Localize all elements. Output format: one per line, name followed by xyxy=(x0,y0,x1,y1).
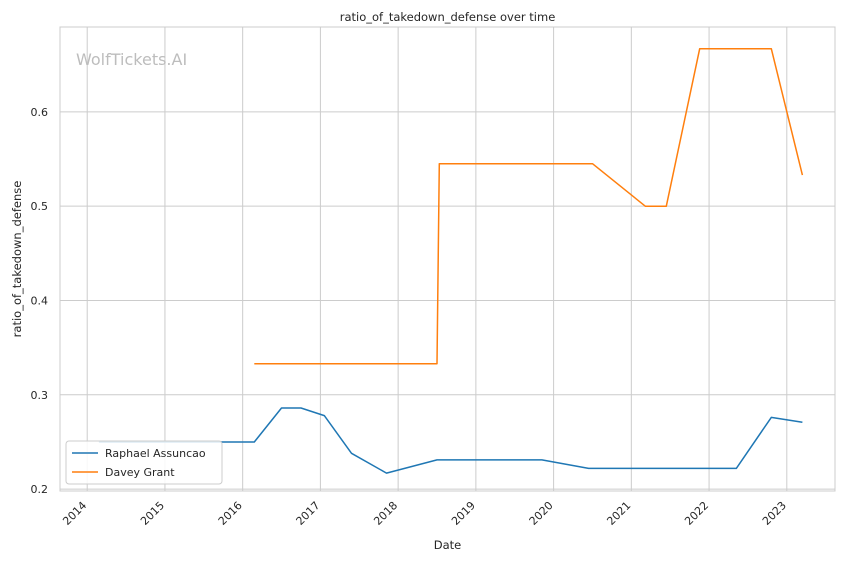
y-tick-label: 0.3 xyxy=(31,389,49,402)
legend-box xyxy=(65,440,223,485)
y-axis-ticks: 0.2 0.3 0.4 0.5 0.6 xyxy=(31,106,49,496)
y-tick-label: 0.4 xyxy=(31,294,49,307)
plot-frame xyxy=(59,26,836,492)
x-tick-label: 2021 xyxy=(604,499,633,528)
legend: Raphael Assuncao Davey Grant xyxy=(65,440,223,485)
series-line-2 xyxy=(254,47,804,365)
legend-label: Davey Grant xyxy=(105,466,175,479)
x-tick-label: 2014 xyxy=(60,499,89,528)
x-axis-title: Date xyxy=(434,538,462,552)
chart-title: ratio_of_takedown_defense over time xyxy=(340,10,556,24)
y-tick-label: 0.5 xyxy=(31,200,49,213)
plot-background xyxy=(60,27,835,491)
y-tick-label: 0.6 xyxy=(31,106,49,119)
y-axis-title: ratio_of_takedown_defense xyxy=(10,181,24,338)
x-tick-label: 2018 xyxy=(371,499,400,528)
x-tick-label: 2020 xyxy=(527,499,556,528)
x-tick-label: 2023 xyxy=(760,499,789,528)
legend-label: Raphael Assuncao xyxy=(105,447,206,460)
x-tick-label: 2015 xyxy=(138,499,167,528)
x-tick-label: 2017 xyxy=(294,499,323,528)
x-tick-label: 2022 xyxy=(682,499,711,528)
x-axis-ticks: 2014 2015 2016 2017 2018 2019 2020 2021 2022 2023 xyxy=(60,499,789,528)
series-lines xyxy=(98,47,804,474)
watermark: WolfTickets.AI xyxy=(76,50,187,69)
grid-lines xyxy=(60,27,835,491)
x-tick-label: 2019 xyxy=(449,499,478,528)
series-line-1 xyxy=(98,407,803,474)
x-tick-label: 2016 xyxy=(216,499,245,528)
y-tick-label: 0.2 xyxy=(31,483,49,496)
